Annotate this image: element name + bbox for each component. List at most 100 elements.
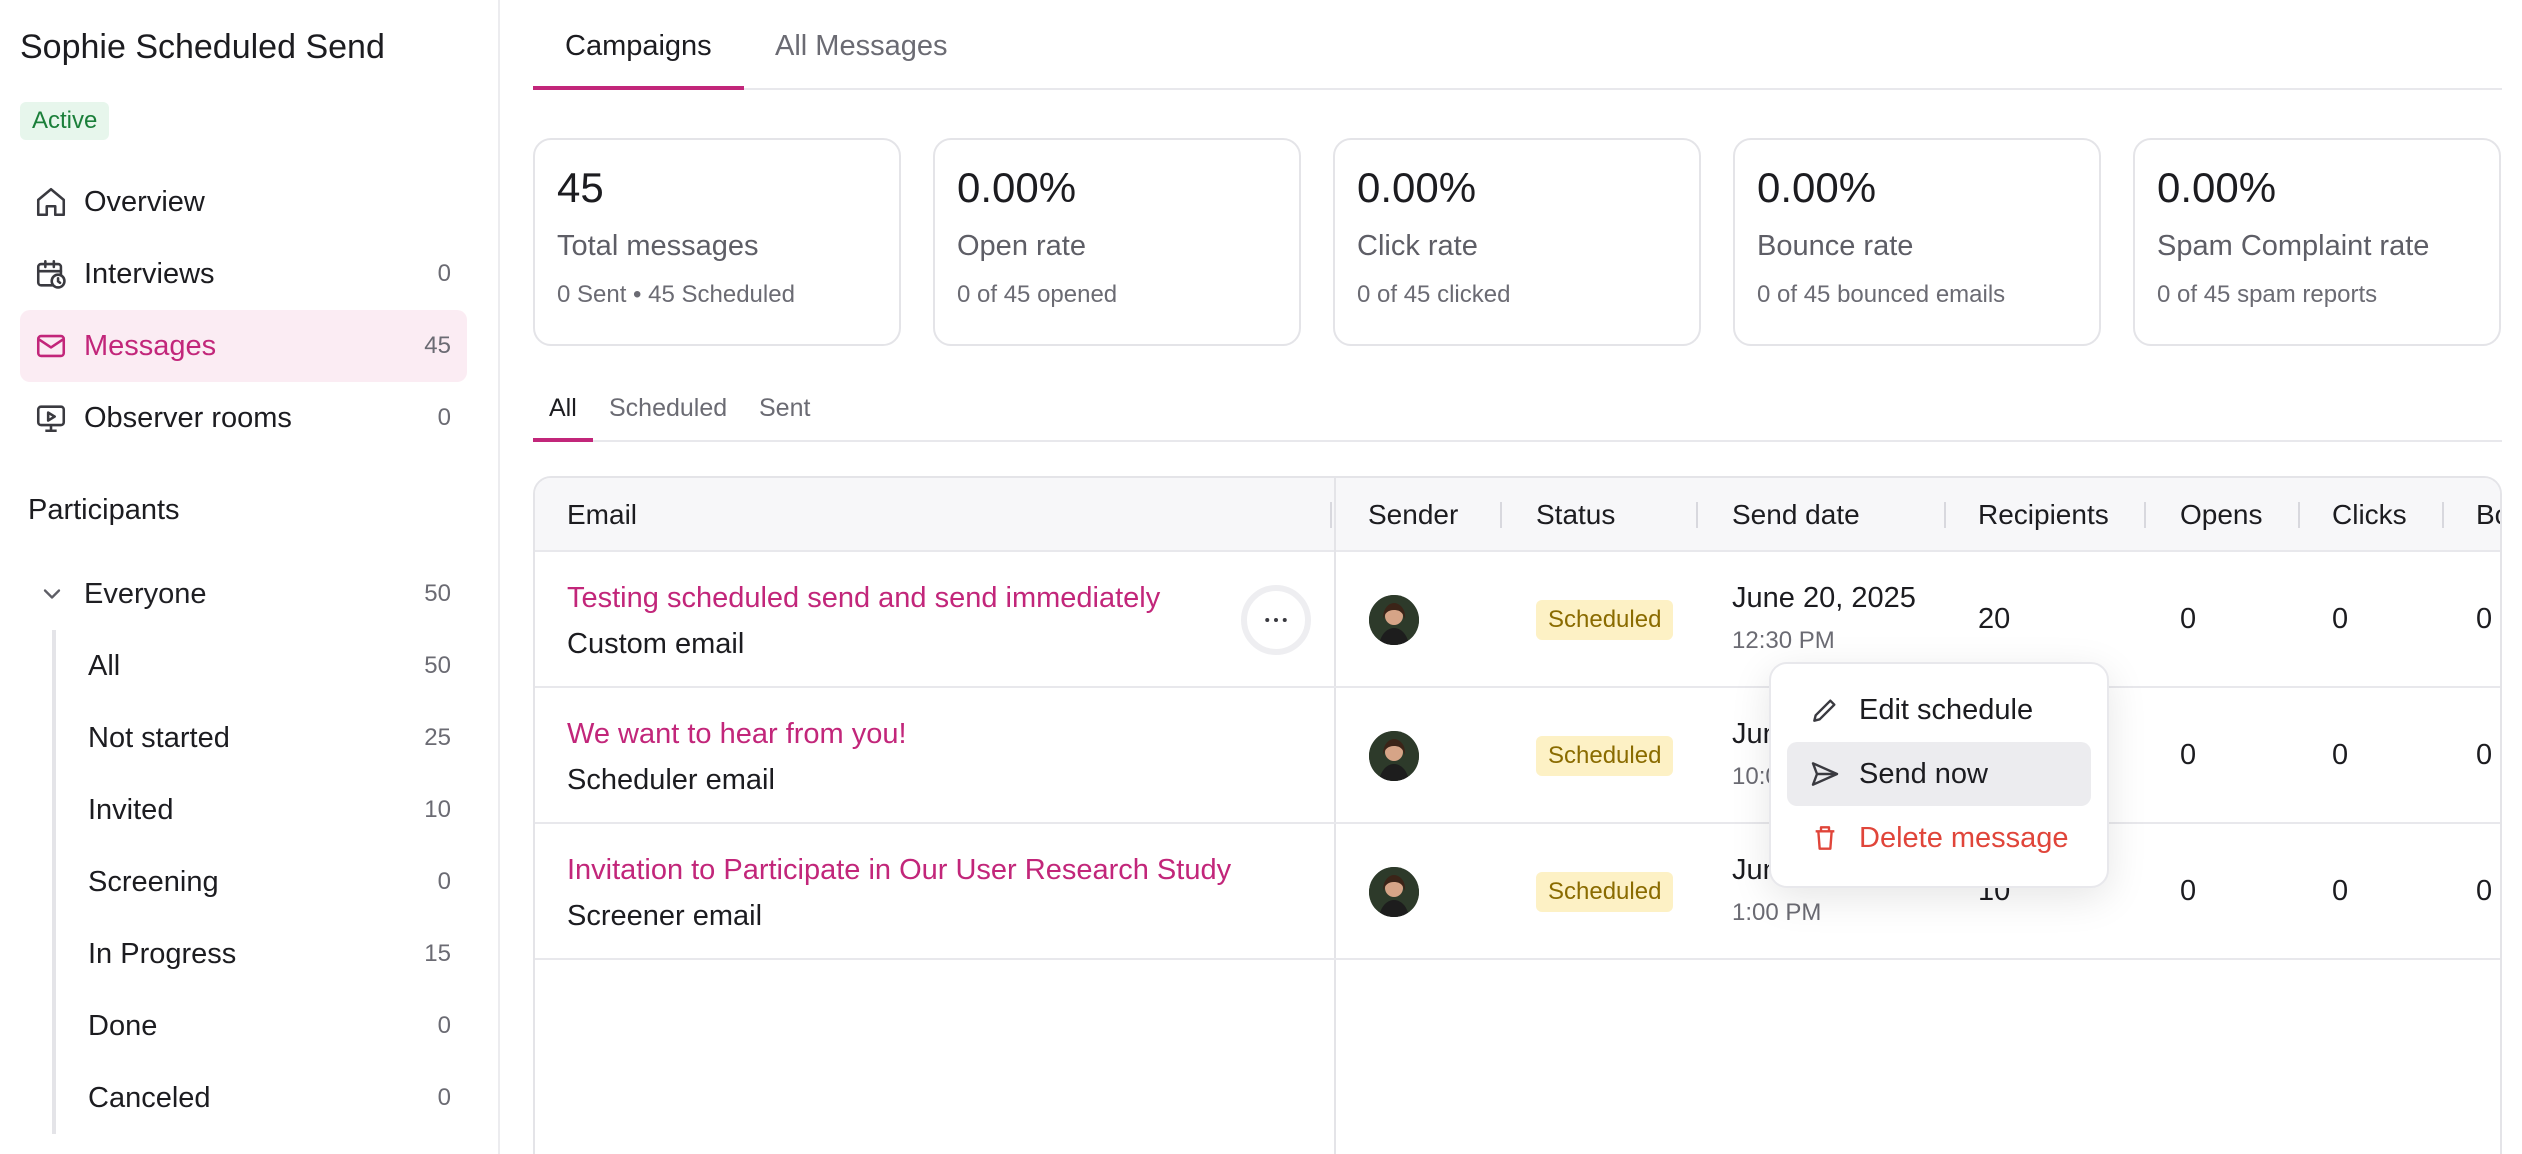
row-actions-menu: Edit schedule Send now Delete message bbox=[1769, 662, 2109, 888]
sidebar-item-messages[interactable]: Messages 45 bbox=[20, 310, 467, 382]
column-header-opens[interactable]: Opens bbox=[2180, 499, 2263, 530]
email-title-link[interactable]: Testing scheduled send and send immediat… bbox=[567, 582, 1161, 614]
sidebar-item-label: Messages bbox=[84, 329, 217, 362]
filter-tab-sent[interactable]: Sent bbox=[759, 394, 811, 422]
stat-label: Open rate bbox=[957, 230, 1086, 262]
filter-tabs: All Scheduled Sent bbox=[533, 384, 2502, 442]
column-resize-handle[interactable] bbox=[1500, 502, 1502, 528]
column-resize-handle[interactable] bbox=[1696, 502, 1698, 528]
stat-subtext: 0 of 45 bounced emails bbox=[1757, 281, 2006, 308]
pencil-icon bbox=[1813, 699, 1836, 722]
opens-cell: 0 bbox=[2180, 603, 2197, 635]
column-resize-handle[interactable] bbox=[2144, 502, 2146, 528]
avatar-photo bbox=[1369, 867, 1419, 917]
email-title-link[interactable]: We want to hear from you! bbox=[567, 718, 907, 750]
segment-label: Screening bbox=[88, 865, 219, 898]
column-header-bounces[interactable]: Bo bbox=[2476, 499, 2500, 530]
column-header-send-date[interactable]: Send date bbox=[1732, 499, 1860, 530]
sidebar-item-label: Overview bbox=[84, 185, 205, 218]
tab-all-messages[interactable]: All Messages bbox=[775, 30, 948, 62]
stat-value: 0.00% bbox=[957, 164, 1077, 211]
send-date-cell: June 20, 2025 12:30 PM bbox=[1732, 582, 1916, 655]
main-content: Campaigns All Messages 45 Total messages… bbox=[533, 0, 2522, 1154]
segment-label: In Progress bbox=[88, 937, 237, 970]
stat-label: Bounce rate bbox=[1757, 230, 1914, 262]
stat-card-total-messages: 45 Total messages 0 Sent • 45 Scheduled bbox=[533, 138, 901, 346]
stat-subtext: 0 of 45 clicked bbox=[1357, 281, 1511, 308]
segment-screening[interactable]: Screening 0 bbox=[56, 846, 467, 918]
stat-value: 0.00% bbox=[1757, 164, 1877, 211]
menu-item-label: Delete message bbox=[1859, 821, 2069, 854]
send-icon bbox=[1811, 762, 1839, 786]
column-resize-handle[interactable] bbox=[2442, 502, 2444, 528]
stat-card-bounce-rate: 0.00% Bounce rate 0 of 45 bounced emails bbox=[1733, 138, 2101, 346]
sidebar-item-interviews[interactable]: Interviews 0 bbox=[20, 238, 467, 310]
monitor-play-icon bbox=[36, 405, 66, 433]
column-header-status[interactable]: Status bbox=[1536, 499, 1616, 530]
email-title-link[interactable]: Invitation to Participate in Our User Re… bbox=[567, 854, 1232, 886]
messages-table: Email Sender Status Send date Recipients… bbox=[533, 476, 2502, 1154]
menu-item-delete-message[interactable]: Delete message bbox=[1787, 806, 2091, 870]
segment-done[interactable]: Done 0 bbox=[56, 990, 467, 1062]
sidebar-item-overview[interactable]: Overview bbox=[20, 166, 467, 238]
sidebar-item-count: 0 bbox=[437, 404, 451, 431]
table-row[interactable]: Testing scheduled send and send immediat… bbox=[535, 552, 2500, 688]
stat-value: 0.00% bbox=[1357, 164, 1477, 211]
segment-not-started[interactable]: Not started 25 bbox=[56, 702, 467, 774]
segment-count: 15 bbox=[424, 940, 451, 967]
sidebar-item-observer-rooms[interactable]: Observer rooms 0 bbox=[20, 382, 467, 454]
table-row[interactable]: Invitation to Participate in Our User Re… bbox=[535, 824, 2500, 960]
segment-canceled[interactable]: Canceled 0 bbox=[56, 1062, 467, 1134]
participant-segments: All 50 Not started 25 Invited 10 Screeni… bbox=[52, 630, 467, 1134]
segment-invited[interactable]: Invited 10 bbox=[56, 774, 467, 846]
menu-item-label: Send now bbox=[1859, 757, 1988, 790]
menu-item-label: Edit schedule bbox=[1859, 693, 2034, 726]
recipients-cell: 20 bbox=[1978, 603, 2011, 635]
calendar-clock-icon bbox=[36, 259, 66, 289]
segment-label: Invited bbox=[88, 793, 174, 826]
table-row[interactable]: We want to hear from you! Scheduler emai… bbox=[535, 688, 2500, 824]
send-date: June 20, 2025 bbox=[1732, 582, 1916, 614]
column-header-clicks[interactable]: Clicks bbox=[2332, 499, 2407, 530]
project-title: Sophie Scheduled Send bbox=[20, 28, 385, 66]
stat-label: Click rate bbox=[1357, 230, 1478, 262]
column-resize-handle[interactable] bbox=[1944, 502, 1946, 528]
stat-value: 45 bbox=[557, 164, 604, 211]
menu-item-send-now[interactable]: Send now bbox=[1787, 742, 2091, 806]
participants-heading: Participants bbox=[28, 494, 180, 526]
column-resize-handle[interactable] bbox=[1330, 502, 1332, 528]
stat-subtext: 0 Sent • 45 Scheduled bbox=[557, 281, 795, 308]
sidebar-nav: Overview Interviews 0 Messages 45 Observ… bbox=[20, 166, 467, 454]
filter-tab-scheduled[interactable]: Scheduled bbox=[609, 394, 728, 422]
bounces-cell: 0 bbox=[2476, 603, 2493, 635]
tab-campaigns[interactable]: Campaigns bbox=[533, 30, 744, 90]
group-count: 50 bbox=[424, 580, 451, 607]
segment-label: Done bbox=[88, 1009, 158, 1042]
segment-label: Not started bbox=[88, 721, 230, 754]
column-header-sender[interactable]: Sender bbox=[1368, 499, 1459, 530]
segment-in-progress[interactable]: In Progress 15 bbox=[56, 918, 467, 990]
stat-label: Total messages bbox=[557, 230, 759, 262]
stat-subtext: 0 of 45 opened bbox=[957, 281, 1118, 308]
row-actions-button[interactable] bbox=[1241, 585, 1311, 655]
email-type: Screener email bbox=[567, 900, 763, 932]
stat-label: Spam Complaint rate bbox=[2157, 230, 2430, 262]
bounces-cell: 0 bbox=[2476, 739, 2493, 771]
segment-all[interactable]: All 50 bbox=[56, 630, 467, 702]
email-type: Scheduler email bbox=[567, 764, 775, 796]
segment-label: Canceled bbox=[88, 1081, 211, 1114]
segment-label: All bbox=[88, 649, 121, 682]
home-icon bbox=[36, 187, 66, 217]
avatar-photo bbox=[1369, 595, 1419, 645]
column-header-recipients[interactable]: Recipients bbox=[1978, 499, 2109, 530]
column-resize-handle[interactable] bbox=[2298, 502, 2300, 528]
column-header-email[interactable]: Email bbox=[567, 499, 638, 530]
participant-group-everyone[interactable]: Everyone 50 bbox=[20, 558, 467, 630]
segment-count: 0 bbox=[437, 1012, 451, 1039]
clicks-cell: 0 bbox=[2332, 603, 2349, 635]
filter-tab-all[interactable]: All bbox=[533, 394, 593, 442]
menu-item-edit-schedule[interactable]: Edit schedule bbox=[1787, 678, 2091, 742]
avatar-photo bbox=[1369, 731, 1419, 781]
segment-count: 0 bbox=[437, 1084, 451, 1111]
sidebar: Sophie Scheduled Send Active Overview In… bbox=[0, 0, 500, 1154]
